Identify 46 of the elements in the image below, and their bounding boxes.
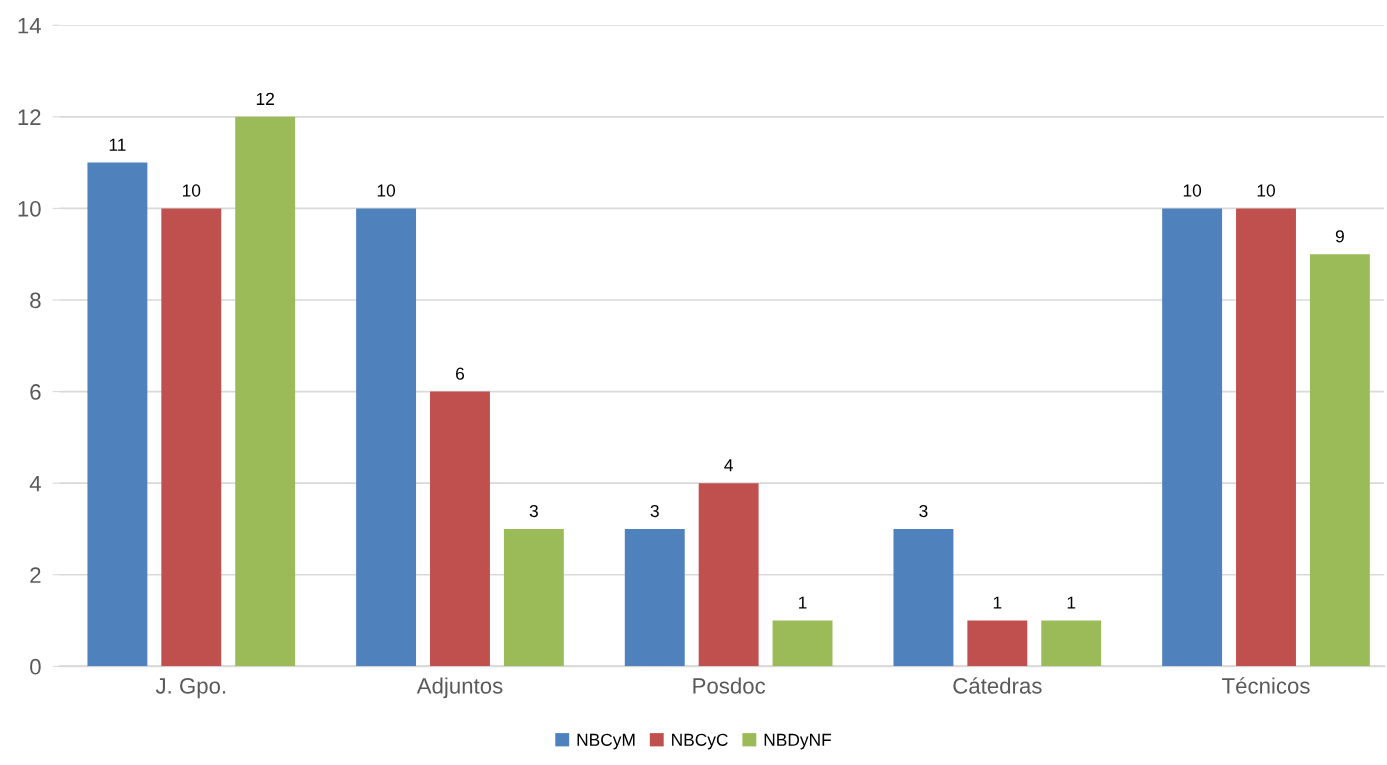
data-label: 10 [182, 184, 201, 197]
data-label: 10 [377, 184, 396, 197]
bar [1309, 254, 1370, 667]
bar [503, 528, 564, 667]
data-label: 10 [1257, 184, 1275, 197]
y-tick-label: 6 [30, 384, 41, 400]
bar [430, 391, 490, 667]
data-label: 6 [456, 367, 465, 380]
y-tick-label: 0 [30, 658, 41, 675]
data-label: 12 [256, 92, 274, 105]
y-tick-label: 10 [18, 200, 41, 217]
data-label: 1 [1067, 596, 1076, 609]
y-tick-label: 4 [29, 475, 41, 492]
x-tick-label: Adjuntos [416, 677, 503, 699]
y-tick-label: 12 [18, 109, 41, 125]
data-label: 10 [1183, 184, 1202, 197]
legend-label: NBCyM [577, 733, 635, 750]
legend-label: NBCyC [672, 733, 728, 750]
bar [893, 528, 954, 667]
x-tick-label: J. Gpo. [155, 678, 226, 699]
data-label: 1 [993, 596, 1002, 609]
bar [161, 208, 222, 667]
data-label: 4 [724, 459, 733, 472]
data-label: 9 [1335, 230, 1344, 243]
bar [356, 208, 417, 667]
bar [1236, 208, 1296, 667]
x-tick-label: Cátedras [953, 677, 1042, 694]
bar [772, 620, 833, 667]
data-label: 1 [799, 596, 807, 609]
data-label: 11 [109, 138, 126, 151]
data-label: 3 [919, 504, 928, 518]
y-tick-label: 2 [30, 567, 41, 583]
data-label: 3 [650, 504, 659, 518]
y-tick-label: 14 [18, 18, 41, 34]
bar [1162, 208, 1223, 667]
y-tick-label: 8 [30, 292, 41, 309]
bar [87, 162, 148, 667]
x-tick-label: Técnicos [1222, 677, 1310, 694]
bar [967, 620, 1028, 667]
legend-label: NBDyNF [764, 733, 832, 750]
x-tick-label: Posdoc [693, 677, 766, 694]
bar [624, 528, 685, 667]
bar [1041, 620, 1102, 667]
data-label: 3 [529, 504, 538, 518]
bar [235, 116, 296, 667]
bar [698, 483, 759, 667]
